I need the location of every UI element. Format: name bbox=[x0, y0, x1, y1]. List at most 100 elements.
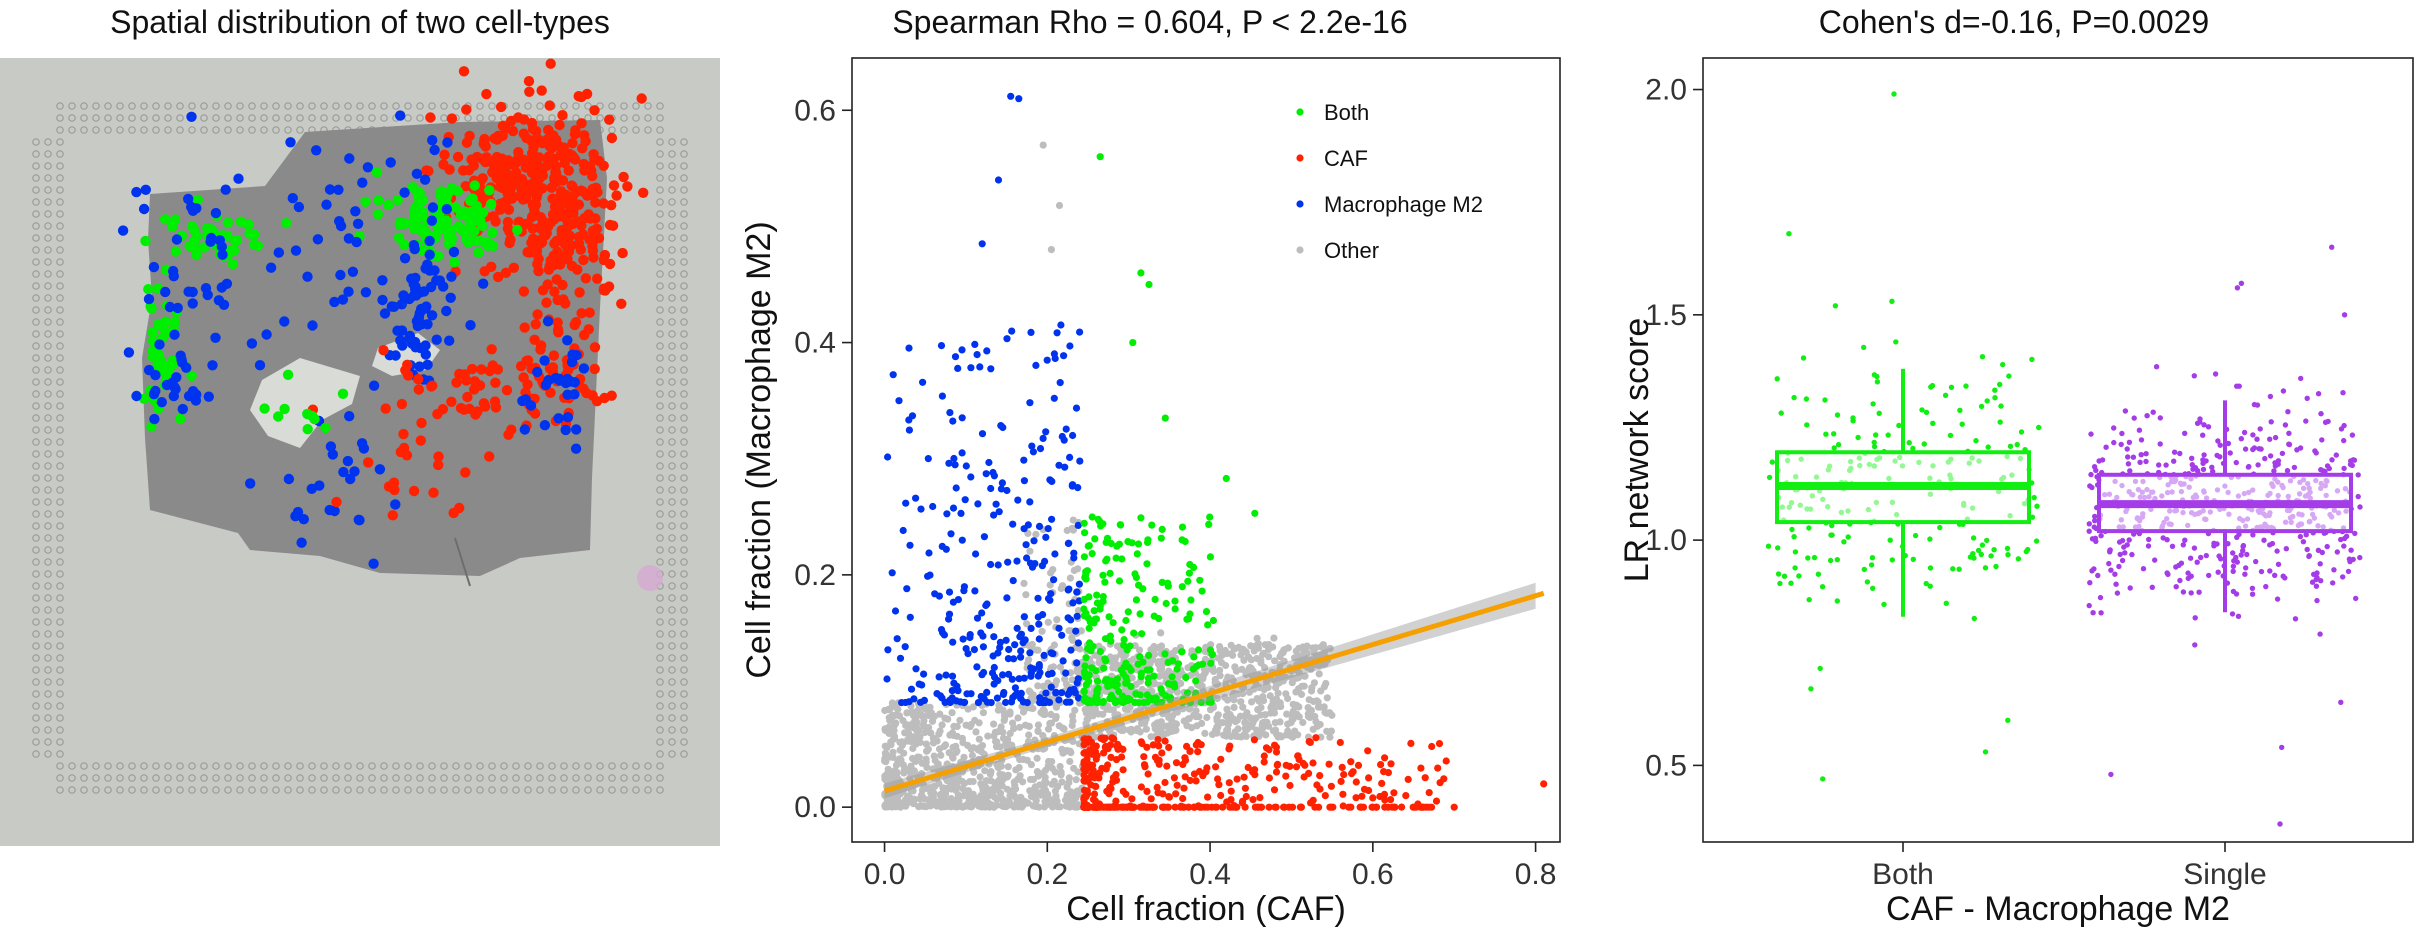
fiducial-dot bbox=[416, 786, 424, 794]
jitter-point bbox=[1769, 459, 1775, 465]
jitter-point bbox=[2029, 514, 2036, 520]
caf-point bbox=[1080, 777, 1088, 785]
fiducial-dot bbox=[668, 450, 676, 458]
macrophage-point bbox=[1035, 663, 1043, 671]
jitter-point bbox=[2203, 552, 2209, 559]
jitter-point bbox=[2238, 436, 2244, 442]
other-point bbox=[1297, 690, 1306, 699]
fiducial-dot bbox=[416, 774, 424, 782]
fiducial-dot bbox=[668, 606, 676, 614]
fiducial-dot bbox=[272, 114, 280, 122]
fiducial-dot bbox=[44, 414, 52, 422]
fiducial-dot bbox=[44, 306, 52, 314]
fiducial-dot bbox=[464, 114, 472, 122]
other-point bbox=[929, 765, 937, 773]
jitter-point bbox=[1973, 438, 1979, 444]
fiducial-dot bbox=[32, 678, 40, 686]
caf-spot bbox=[528, 233, 539, 244]
other-point bbox=[1063, 791, 1071, 799]
fiducial-dot bbox=[368, 114, 376, 122]
jitter-point bbox=[1781, 573, 1788, 579]
macrophage-point bbox=[945, 588, 954, 596]
fiducial-dot bbox=[620, 102, 628, 110]
jitter-point bbox=[1788, 580, 1794, 586]
caf-point bbox=[1186, 776, 1194, 785]
other-point bbox=[1034, 646, 1042, 654]
macrophage-spot bbox=[465, 320, 476, 331]
jitter-point bbox=[1984, 398, 1990, 404]
fiducial-dot bbox=[656, 438, 664, 446]
both-point bbox=[1151, 694, 1159, 702]
fiducial-dot bbox=[44, 594, 52, 602]
jitter-point bbox=[2230, 568, 2236, 574]
macrophage-point bbox=[952, 484, 960, 492]
other-point bbox=[1216, 672, 1224, 680]
other-point bbox=[1229, 677, 1237, 685]
other-point bbox=[1270, 706, 1278, 714]
jitter-point bbox=[2348, 547, 2354, 553]
fiducial-dot bbox=[668, 150, 676, 158]
fiducial-dot bbox=[668, 138, 676, 146]
both-point bbox=[1185, 569, 1193, 577]
other-point bbox=[953, 747, 961, 755]
other-point bbox=[936, 727, 944, 735]
jitter-point bbox=[2143, 451, 2149, 457]
fiducial-dot bbox=[152, 102, 160, 110]
macrophage-point bbox=[883, 675, 891, 683]
jitter-point bbox=[2341, 535, 2348, 542]
caf-spot bbox=[515, 361, 527, 372]
other-point bbox=[1071, 706, 1079, 714]
both-point bbox=[1080, 519, 1088, 527]
fiducial-dot bbox=[680, 354, 688, 362]
macrophage-spot bbox=[553, 413, 564, 424]
both-point bbox=[1090, 607, 1098, 615]
macrophage-spot bbox=[324, 504, 335, 516]
macrophage-spot bbox=[160, 286, 171, 298]
jitter-point bbox=[2156, 462, 2162, 468]
other-point bbox=[1176, 670, 1185, 679]
macrophage-spot bbox=[143, 293, 155, 305]
outlier-point bbox=[2238, 280, 2245, 286]
both-point bbox=[1138, 630, 1146, 638]
jitter-point bbox=[1978, 551, 1984, 558]
macrophage-point bbox=[1013, 624, 1021, 632]
both-point bbox=[1209, 616, 1217, 625]
other-point bbox=[1246, 664, 1254, 672]
macrophage-spot bbox=[543, 375, 554, 386]
caf-spot bbox=[529, 334, 540, 345]
other-point bbox=[1031, 736, 1039, 744]
jitter-point bbox=[1822, 397, 1828, 403]
macrophage-spot bbox=[311, 145, 322, 156]
fiducial-dot bbox=[224, 786, 232, 794]
fiducial-dot bbox=[116, 774, 124, 782]
macrophage-point bbox=[971, 340, 979, 348]
other-point bbox=[1297, 653, 1305, 661]
jitter-point bbox=[1871, 439, 1877, 446]
fiducial-dot bbox=[44, 726, 52, 734]
fiducial-dot bbox=[572, 102, 580, 110]
fiducial-dot bbox=[68, 786, 76, 794]
caf-point bbox=[1398, 803, 1406, 811]
caf-spot bbox=[559, 238, 570, 250]
macrophage-spot bbox=[337, 294, 349, 305]
fiducial-dot bbox=[236, 102, 244, 110]
caf-point bbox=[1356, 803, 1364, 811]
fiducial-dot bbox=[656, 486, 664, 494]
fiducial-dot bbox=[236, 774, 244, 782]
fiducial-dot bbox=[680, 366, 688, 374]
other-point bbox=[1041, 773, 1049, 781]
fiducial-dot bbox=[284, 762, 292, 770]
fiducial-dot bbox=[656, 450, 664, 458]
macrophage-point bbox=[1055, 624, 1063, 632]
fiducial-dot bbox=[536, 102, 544, 110]
both-spot bbox=[147, 327, 158, 338]
macrophage-point bbox=[983, 688, 991, 697]
both-point bbox=[1168, 673, 1176, 681]
caf-spot bbox=[502, 188, 513, 199]
other-point bbox=[1253, 654, 1261, 663]
caf-point bbox=[1227, 787, 1235, 795]
caf-spot bbox=[581, 88, 593, 100]
fiducial-dot bbox=[656, 270, 664, 278]
other-point bbox=[1207, 641, 1215, 649]
both-point bbox=[1124, 608, 1132, 616]
